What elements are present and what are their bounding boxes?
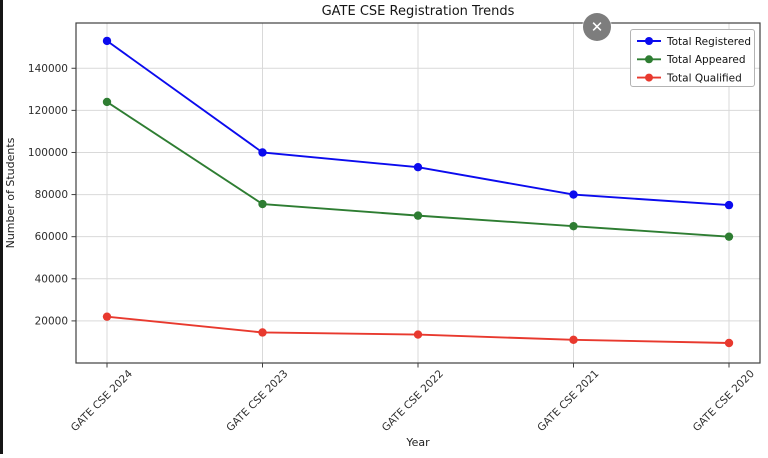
data-point-total-registered: [258, 148, 267, 157]
y-tick-label: 40000: [35, 273, 68, 285]
x-tick-label: GATE CSE 2020: [691, 368, 757, 434]
x-axis-label: Year: [405, 436, 430, 449]
data-point-total-qualified: [413, 330, 423, 339]
y-tick-label: 120000: [28, 105, 68, 117]
data-point-total-qualified: [102, 312, 112, 321]
data-point-total-appeared: [569, 221, 578, 231]
window-left-border: [0, 0, 3, 454]
y-tick-label: 140000: [28, 63, 68, 75]
close-button[interactable]: ✕: [583, 13, 611, 41]
data-point-total-qualified: [724, 338, 734, 348]
data-point-total-appeared: [724, 232, 734, 241]
y-tick-label: 20000: [35, 315, 68, 327]
data-point-total-registered: [569, 190, 578, 199]
y-tick-label: 80000: [35, 189, 68, 201]
data-point-total-registered: [102, 36, 112, 46]
close-icon: ✕: [590, 17, 604, 36]
data-point-total-qualified: [258, 328, 267, 337]
legend-marker: [645, 37, 653, 45]
legend-marker: [645, 73, 653, 82]
legend-marker: [645, 55, 653, 64]
chart-title: GATE CSE Registration Trends: [322, 4, 515, 19]
data-point-total-appeared: [102, 97, 112, 107]
data-point-total-appeared: [413, 211, 423, 220]
y-axis-label: Number of Students: [4, 137, 17, 248]
data-point-total-registered: [413, 163, 423, 172]
data-point-total-registered: [724, 200, 734, 210]
data-point-total-qualified: [569, 335, 578, 345]
y-tick-label: 100000: [28, 147, 68, 159]
data-point-total-appeared: [258, 199, 267, 209]
legend: Total Registered Total Appeared Total Qual…: [630, 29, 755, 87]
legend-label: Total Registered: [666, 36, 751, 48]
x-tick-label: GATE CSE 2021: [535, 368, 601, 434]
x-tick-label: GATE CSE 2022: [380, 368, 446, 434]
legend-label: Total Qualified: [666, 72, 742, 84]
x-tick-label: GATE CSE 2024: [69, 368, 135, 434]
legend-box: [630, 29, 755, 87]
x-tick-label: GATE CSE 2023: [224, 368, 290, 434]
legend-label: Total Appeared: [666, 54, 745, 66]
y-tick-label: 60000: [35, 231, 68, 243]
